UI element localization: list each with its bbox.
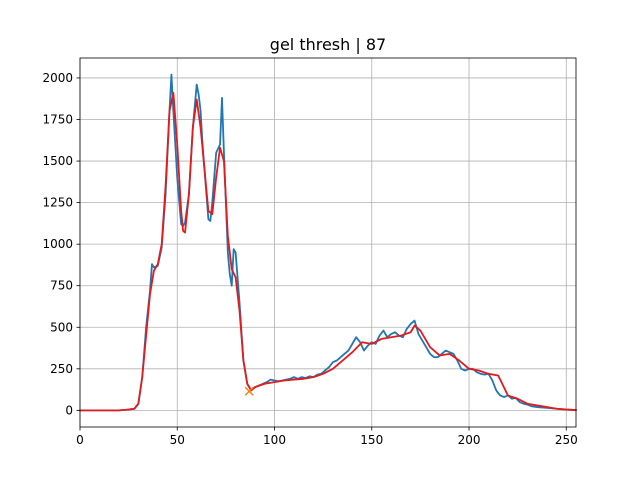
x-tick-label: 100 xyxy=(263,433,286,447)
y-tick-label: 2000 xyxy=(42,71,73,85)
smoothed-line xyxy=(79,92,577,412)
axes: 0 50 100 150 200 250 0 250 500 750 1000 1250 1500 175… xyxy=(42,57,578,447)
x-tick-label: 50 xyxy=(170,433,185,447)
series-group xyxy=(79,73,577,412)
chart-title: gel thresh | 87 xyxy=(270,35,386,54)
plot-frame xyxy=(79,57,577,428)
y-tick-label: 1500 xyxy=(42,154,73,168)
y-tick-label: 1000 xyxy=(42,237,73,251)
threshold-marker-stroke xyxy=(244,386,254,396)
marker-group xyxy=(244,386,254,396)
y-tick-label: 1250 xyxy=(42,196,73,210)
y-tick-label: 250 xyxy=(50,362,73,376)
y-tick-label: 0 xyxy=(65,403,73,417)
x-tick-label: 150 xyxy=(360,433,383,447)
x-tick-label: 250 xyxy=(555,433,578,447)
y-tick-label: 500 xyxy=(50,320,73,334)
x-tick-label: 0 xyxy=(76,433,84,447)
threshold-marker xyxy=(244,386,254,396)
y-tick-label: 750 xyxy=(50,279,73,293)
y-tick-label: 1750 xyxy=(42,113,73,127)
x-tick-label: 200 xyxy=(458,433,481,447)
grid xyxy=(79,58,576,427)
